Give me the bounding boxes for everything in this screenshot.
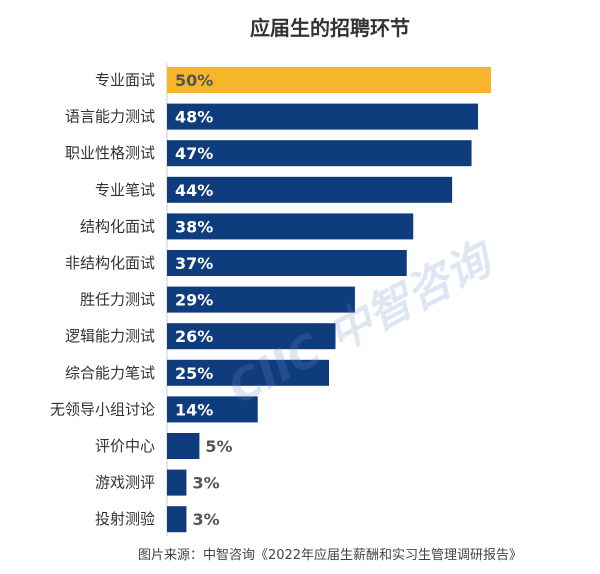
category-label: 结构化面试	[80, 217, 155, 235]
value-label: 47%	[175, 144, 213, 163]
bar	[167, 250, 407, 276]
chart-title: 应届生的招聘环节	[250, 16, 410, 40]
category-label: 逻辑能力测试	[65, 327, 155, 345]
bar	[167, 286, 355, 313]
bar	[167, 396, 258, 423]
category-label: 非结构化面试	[65, 254, 155, 272]
bar	[167, 469, 187, 496]
bar	[167, 506, 187, 533]
value-label: 50%	[175, 71, 213, 90]
category-label: 综合能力笔试	[65, 364, 155, 382]
value-label: 3%	[192, 474, 219, 493]
value-label: 38%	[175, 217, 213, 236]
value-label: 26%	[175, 327, 213, 346]
category-label: 投射测验	[95, 510, 155, 528]
value-label: 48%	[175, 108, 213, 127]
category-label: 游戏测评	[95, 474, 155, 492]
value-label: 3%	[192, 510, 219, 529]
bar	[167, 103, 479, 130]
source-note: 图片来源：中智咨询《2022年应届生薪酬和实习生管理调研报告》	[137, 548, 523, 563]
category-label: 语言能力测试	[65, 108, 155, 126]
bar	[167, 176, 453, 203]
category-label: 专业笔试	[95, 181, 155, 199]
bar	[167, 433, 200, 459]
value-label: 44%	[175, 181, 213, 200]
bar	[167, 140, 472, 167]
value-label: 25%	[175, 364, 213, 383]
category-label: 胜任力测试	[80, 291, 155, 309]
value-label: 14%	[175, 400, 213, 419]
bar	[167, 213, 414, 240]
category-label: 评价中心	[95, 437, 155, 455]
bar	[167, 323, 336, 350]
bar	[167, 67, 491, 93]
value-label: 37%	[175, 254, 213, 273]
category-label: 无领导小组讨论	[50, 400, 155, 418]
bar-chart: 专业面试 50% 语言能力测试 48% 职业性格测试 47% 专业笔试 44% 结构化面试 38%…	[50, 63, 491, 537]
category-label: 职业性格测试	[65, 144, 155, 162]
value-label: 29%	[175, 291, 213, 310]
value-label: 5%	[205, 437, 232, 456]
bar	[167, 359, 329, 386]
category-label: 专业面试	[95, 71, 155, 89]
